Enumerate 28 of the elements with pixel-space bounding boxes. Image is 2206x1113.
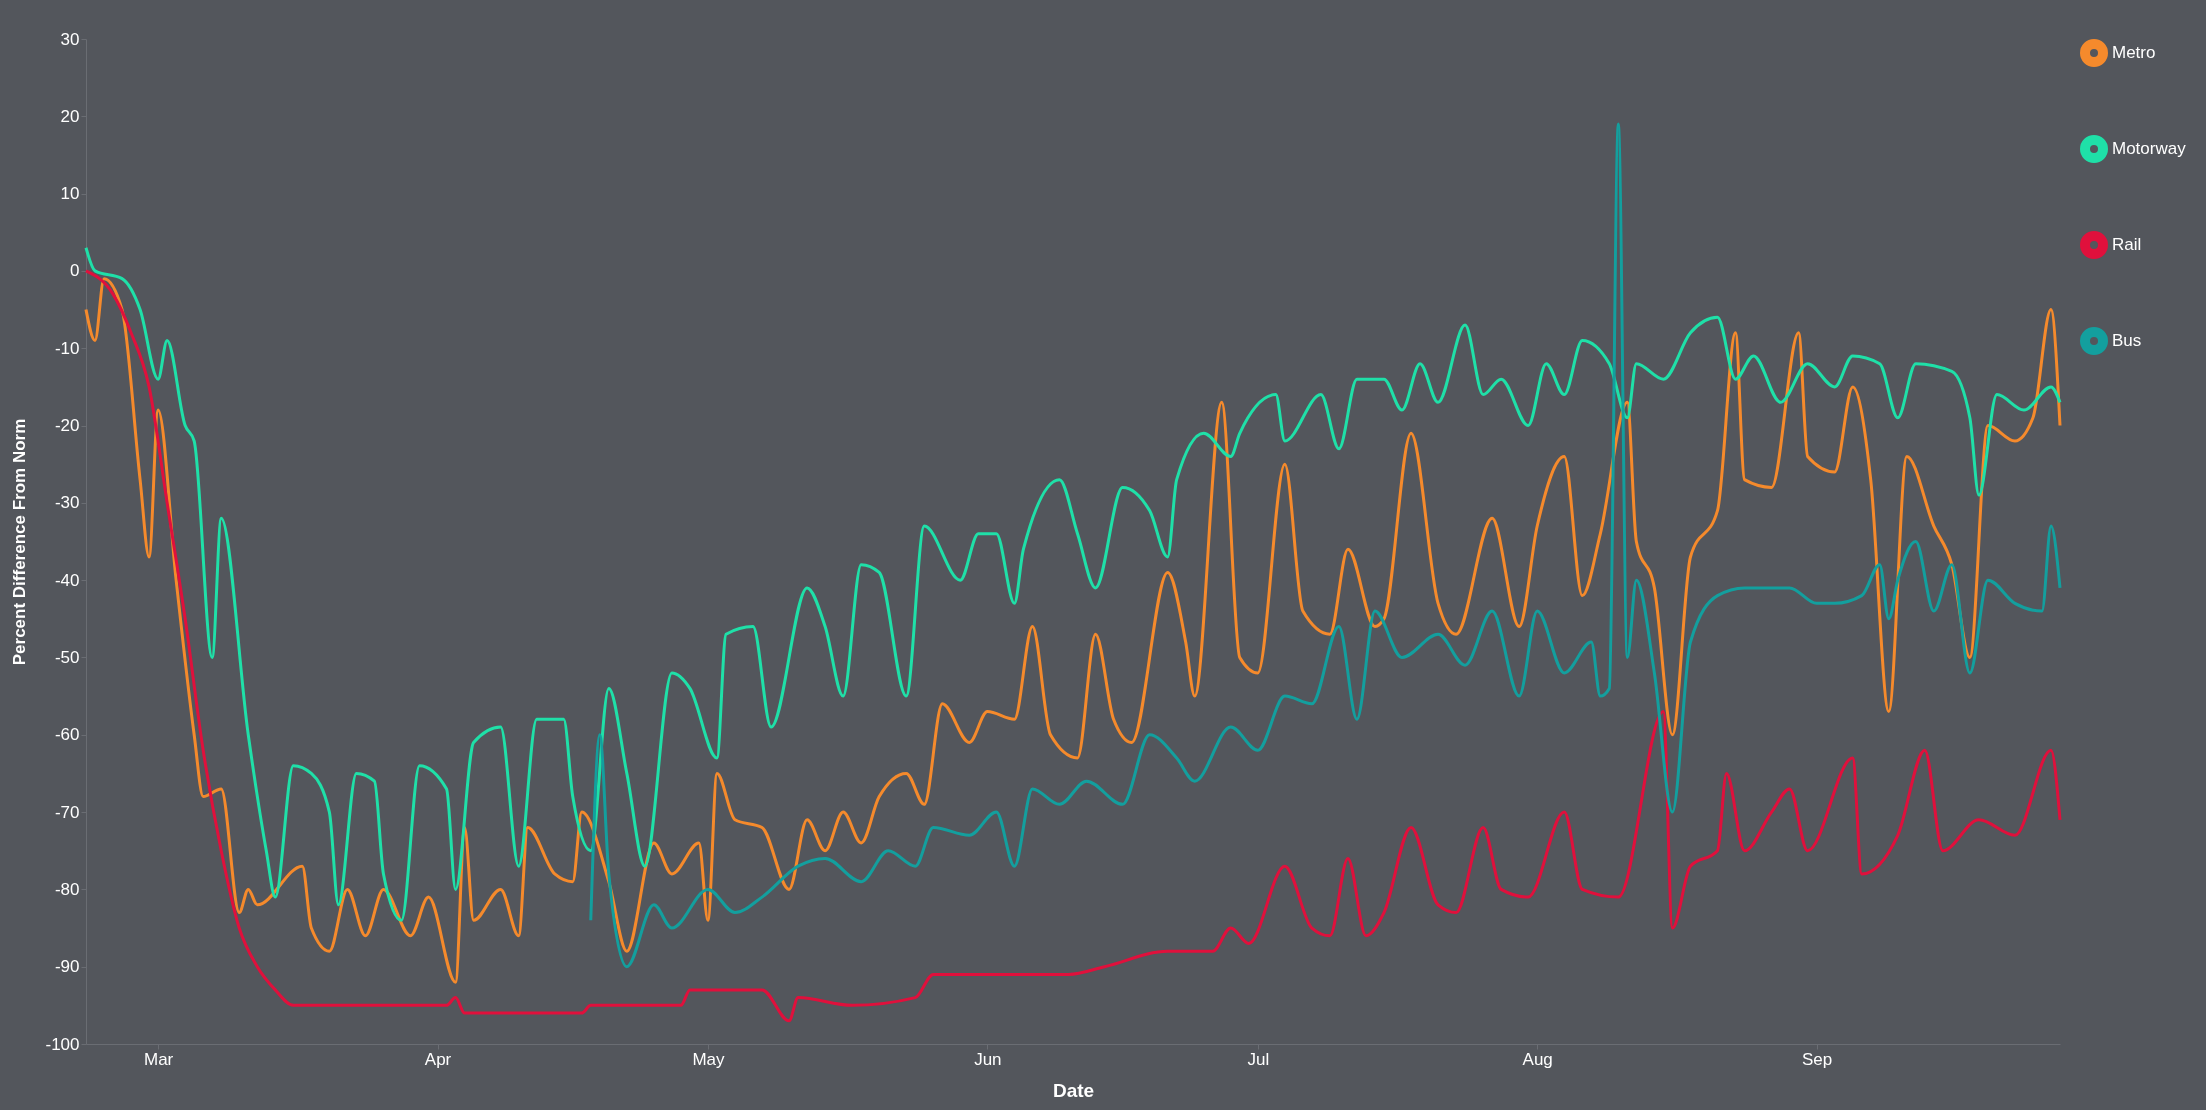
y-tick-label: -20 xyxy=(54,416,80,436)
y-tick-label: -70 xyxy=(54,802,80,822)
x-tick-label: Jul xyxy=(1247,1049,1270,1069)
y-tick-label: -30 xyxy=(54,493,80,513)
line-series xyxy=(589,122,2062,969)
x-tick-label: Apr xyxy=(424,1049,452,1069)
y-tick-label: -10 xyxy=(54,338,80,358)
x-tick-label: May xyxy=(692,1049,725,1069)
x-tick-label: Mar xyxy=(143,1049,174,1069)
x-axis-title: Date xyxy=(1052,1079,1095,1101)
y-tick-label: -60 xyxy=(54,725,80,745)
y-tick-label: -40 xyxy=(54,570,80,590)
y-tick-label: 20 xyxy=(60,106,80,126)
legend-label: Rail xyxy=(2112,235,2142,254)
x-tick-label: Sep xyxy=(1802,1049,1833,1069)
x-tick-label: Aug xyxy=(1522,1049,1553,1069)
y-tick-label: -100 xyxy=(45,1034,80,1054)
y-tick-label: -80 xyxy=(54,879,80,899)
y-tick-label: 0 xyxy=(70,261,80,281)
y-tick-label: -90 xyxy=(54,957,80,977)
y-tick-label: 30 xyxy=(60,29,80,49)
y-axis-title: Percent Difference From Norm xyxy=(10,418,30,666)
y-tick-label: -50 xyxy=(54,647,80,667)
legend-label: Metro xyxy=(2112,43,2156,62)
y-tick-label: 10 xyxy=(60,184,80,204)
legend-label: Motorway xyxy=(2112,139,2187,158)
x-tick-label: Jun xyxy=(974,1049,1002,1069)
legend-label: Bus xyxy=(2112,331,2142,350)
